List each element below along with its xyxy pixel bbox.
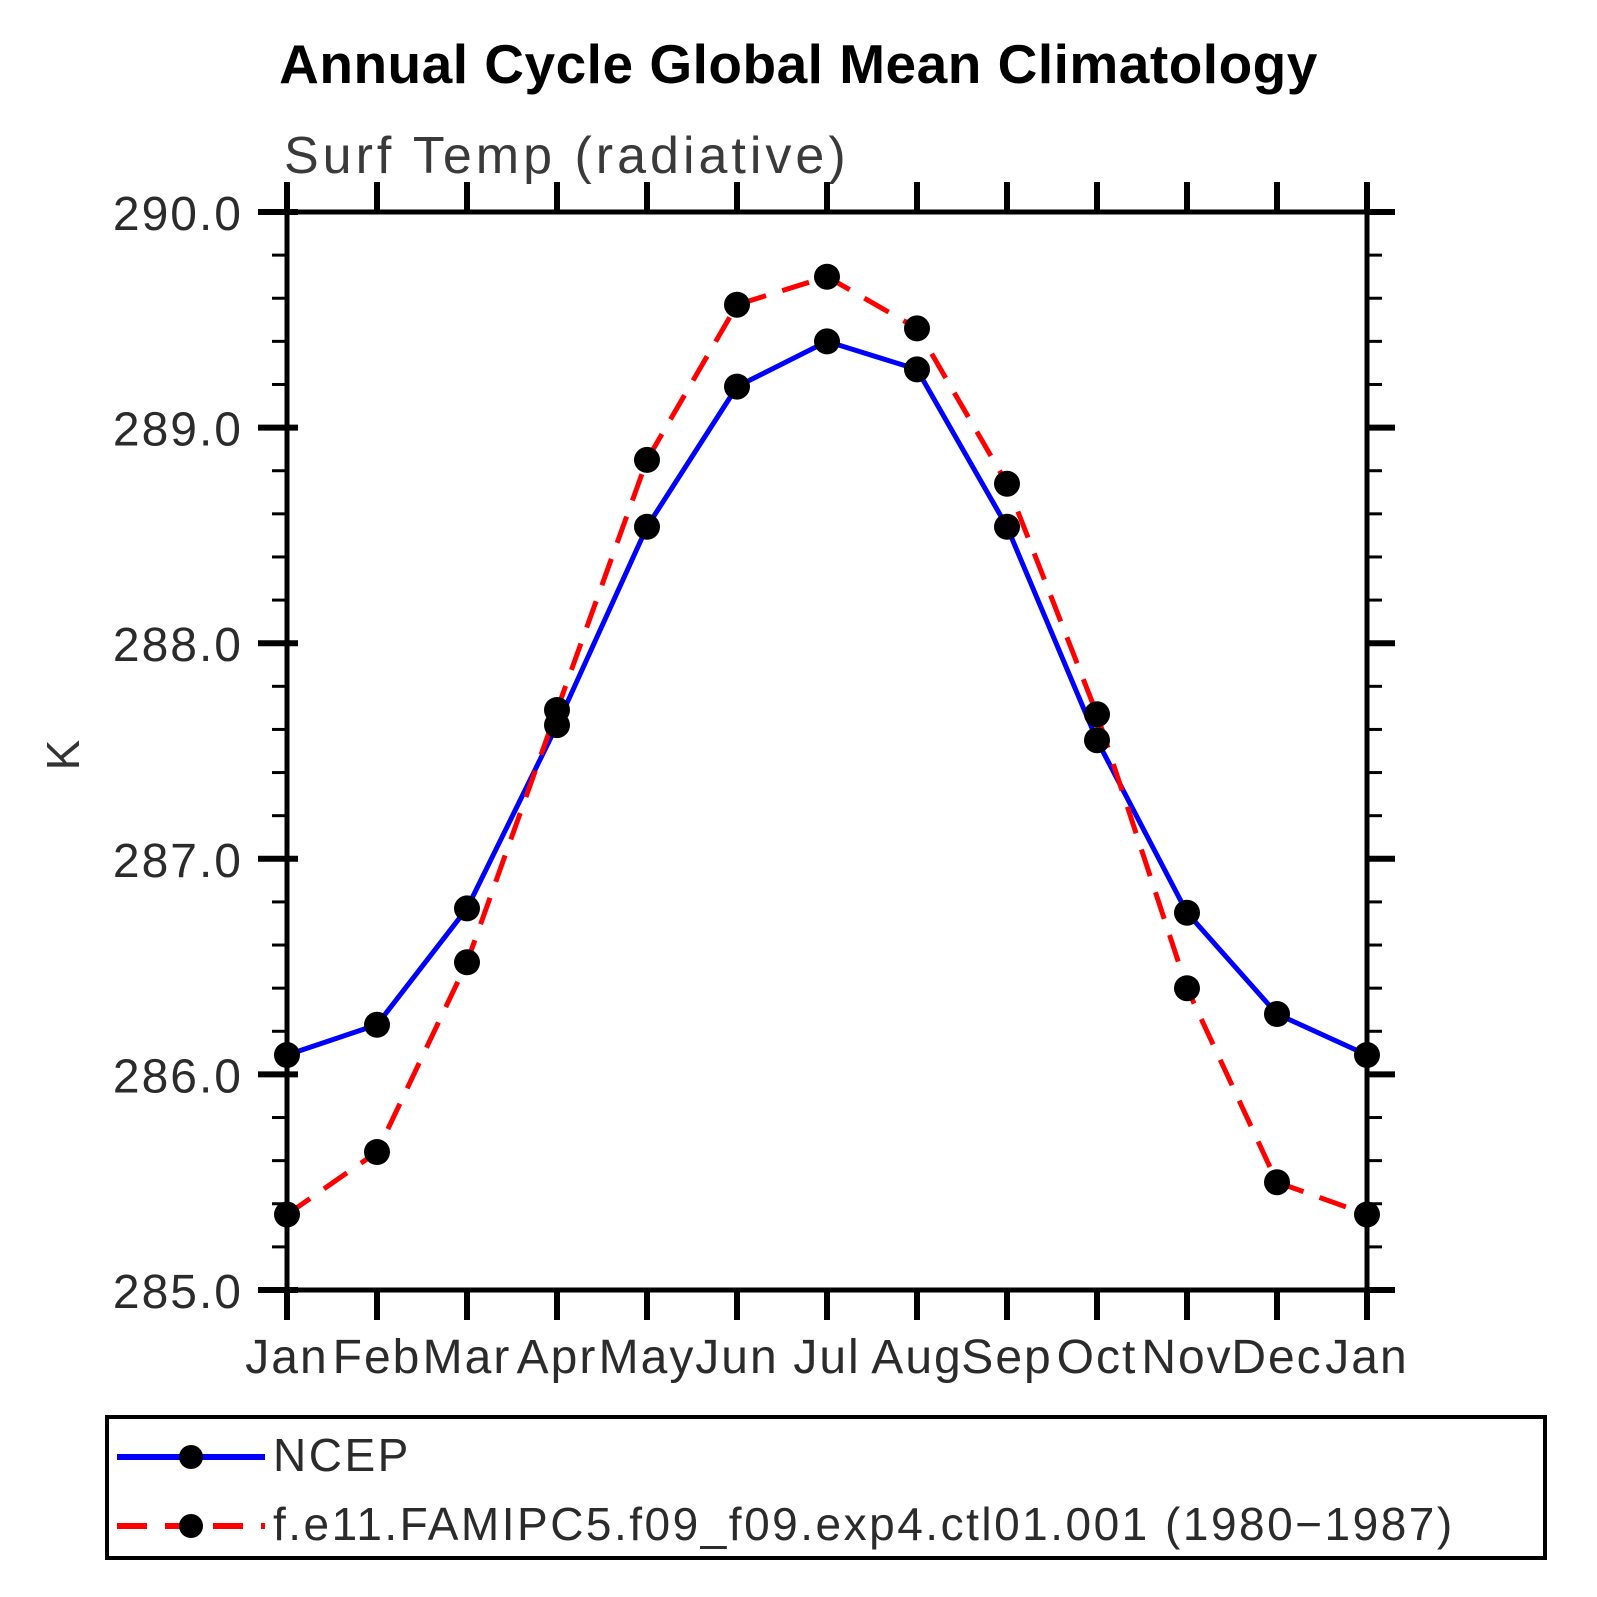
x-tick-label: Jun xyxy=(695,1331,778,1384)
x-tick-label: May xyxy=(599,1331,696,1384)
ncep-data-point xyxy=(904,356,930,383)
y-tick-label: 287.0 xyxy=(113,835,243,888)
model-data-point xyxy=(1084,701,1110,728)
ncep-data-point xyxy=(364,1011,390,1038)
ncep-data-point xyxy=(454,895,480,922)
y-tick-label: 289.0 xyxy=(113,404,243,457)
y-tick-label: 286.0 xyxy=(113,1050,243,1103)
ncep-data-point xyxy=(724,373,750,400)
x-tick-label: Jan xyxy=(1325,1331,1408,1384)
model-data-point xyxy=(994,470,1020,497)
ncep-data-point xyxy=(1264,1001,1290,1027)
model-data-point xyxy=(274,1201,300,1228)
legend-line-sample-model xyxy=(117,1514,265,1538)
x-tick-label: Apr xyxy=(517,1331,598,1384)
ncep-data-point xyxy=(274,1042,300,1068)
legend-marker-dot xyxy=(179,1445,203,1469)
model-data-point xyxy=(634,446,660,473)
ncep-data-point xyxy=(994,513,1020,540)
ncep-data-point xyxy=(1084,727,1110,754)
legend-box: NCEP f.e11.FAMIPC5.f09_f09.exp4.ctl01.00… xyxy=(105,1415,1547,1560)
y-tick-label: 288.0 xyxy=(113,619,243,672)
x-tick-label: Jul xyxy=(793,1331,860,1384)
model-data-point xyxy=(364,1139,390,1165)
series-line-model xyxy=(285,273,1368,1217)
x-tick-label: Feb xyxy=(333,1331,422,1384)
x-tick-label: Jan xyxy=(245,1331,328,1384)
model-data-point xyxy=(724,291,750,318)
ncep-data-point xyxy=(1354,1042,1380,1068)
model-data-point xyxy=(904,315,930,342)
legend-label-model: f.e11.FAMIPC5.f09_f09.exp4.ctl01.001 (19… xyxy=(273,1498,1455,1550)
x-tick-label: Sep xyxy=(961,1331,1052,1384)
x-tick-label: Mar xyxy=(423,1331,512,1384)
y-tick-label: 285.0 xyxy=(113,1266,243,1319)
model-data-point xyxy=(454,949,480,976)
legend-marker-dot xyxy=(179,1514,203,1538)
ncep-data-point xyxy=(634,513,660,540)
legend-entry-ncep: NCEP xyxy=(109,1419,1543,1491)
model-data-point xyxy=(1354,1201,1380,1228)
model-data-point xyxy=(814,263,840,290)
chart-title: Annual Cycle Global Mean Climatology xyxy=(279,33,1318,95)
legend-line-sample-ncep xyxy=(117,1445,265,1469)
model-data-point xyxy=(1264,1169,1290,1196)
model-data-point xyxy=(1174,975,1200,1002)
series-line-ncep xyxy=(286,338,1369,1058)
y-tick-label: 290.0 xyxy=(113,188,243,241)
model-data-point xyxy=(544,697,570,723)
chart-subtitle: Surf Temp (radiative) xyxy=(284,127,850,185)
ncep-data-point xyxy=(1174,899,1200,926)
x-tick-label: Nov xyxy=(1141,1331,1232,1384)
ncep-data-point xyxy=(814,328,840,355)
legend-label-ncep: NCEP xyxy=(273,1429,411,1481)
axes-frame xyxy=(284,209,1370,1293)
legend-entry-model: f.e11.FAMIPC5.f09_f09.exp4.ctl01.001 (19… xyxy=(109,1488,1543,1560)
x-tick-label: Oct xyxy=(1057,1331,1138,1384)
x-tick-label: Dec xyxy=(1231,1331,1322,1384)
x-tick-label: Aug xyxy=(871,1331,962,1384)
